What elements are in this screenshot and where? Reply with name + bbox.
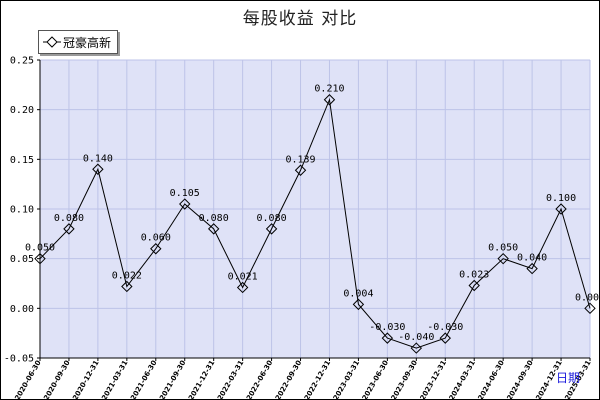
data-label: 0.210 xyxy=(314,84,344,95)
data-point-marker xyxy=(323,94,336,106)
data-point-marker xyxy=(584,302,596,315)
series-line xyxy=(39,97,591,349)
x-tick-label: 2020-06-30 xyxy=(13,359,42,400)
data-label: 0.022 xyxy=(112,270,142,281)
x-tick-label: 2023-03-31 xyxy=(332,359,361,400)
y-tick-label: 0.25 xyxy=(10,56,34,67)
data-label: 0.060 xyxy=(141,233,171,244)
data-point-marker xyxy=(555,203,567,215)
data-label: 0.080 xyxy=(54,213,84,224)
data-point-marker xyxy=(439,332,451,344)
y-tick-label: 0.00 xyxy=(10,304,34,315)
y-tick-label: 0.05 xyxy=(10,254,34,265)
data-label: 0.140 xyxy=(83,153,113,164)
x-tick-label: 2022-03-31 xyxy=(216,359,245,400)
data-label: 0.105 xyxy=(170,188,200,199)
data-point-marker xyxy=(352,298,365,311)
x-tick-label: 2023-06-30 xyxy=(361,359,390,400)
data-point-marker xyxy=(150,243,162,255)
data-label: 0.050 xyxy=(25,243,55,254)
data-label: 0.100 xyxy=(546,193,576,204)
data-label: -0.030 xyxy=(369,322,405,333)
data-label: 0.023 xyxy=(459,269,489,280)
x-tick-label: 2023-09-30 xyxy=(390,359,419,400)
y-tick-label: 0.10 xyxy=(10,205,34,216)
data-label: 0.050 xyxy=(488,243,518,254)
data-point-marker xyxy=(468,279,480,292)
data-point-marker xyxy=(34,252,46,265)
x-tick-label: 2020-12-31 xyxy=(71,359,100,400)
data-label: 0.021 xyxy=(228,271,258,282)
data-point-marker xyxy=(497,252,509,265)
data-label: 0.080 xyxy=(199,213,229,224)
y-tick-label: -0.05 xyxy=(4,354,34,365)
x-tick-label: 2024-09-30 xyxy=(506,359,535,400)
x-tick-label: 2022-12-31 xyxy=(303,359,332,400)
y-tick-label: 0.15 xyxy=(10,155,34,166)
data-point-marker xyxy=(265,223,278,235)
data-label: 0.040 xyxy=(517,253,547,264)
data-label: 0.004 xyxy=(343,288,373,299)
data-point-marker xyxy=(63,223,75,235)
x-tick-label: 2021-06-30 xyxy=(129,359,158,400)
x-tick-label: 2022-09-30 xyxy=(274,359,303,400)
legend-label: 冠豪高新 xyxy=(63,36,112,50)
x-axis-label: 日期 xyxy=(556,371,581,385)
data-label: -0.040 xyxy=(398,332,434,343)
data-label: 0.139 xyxy=(285,154,315,165)
data-point-marker xyxy=(179,198,191,210)
data-point-marker xyxy=(121,280,133,293)
legend: 冠豪高新 xyxy=(38,30,118,54)
chart-title: 每股收益 对比 xyxy=(242,9,358,29)
x-tick-label: 2021-12-31 xyxy=(187,359,216,400)
data-point-marker xyxy=(236,281,249,294)
data-point-marker xyxy=(410,342,423,354)
y-tick-label: 0.20 xyxy=(10,105,34,116)
x-tick-label: 2021-09-30 xyxy=(158,359,187,400)
x-tick-label: 2024-06-30 xyxy=(477,359,506,400)
diamond-marker-icon xyxy=(43,36,61,48)
data-point-marker xyxy=(207,223,220,235)
x-tick-label: 2022-06-30 xyxy=(245,359,274,400)
data-point-marker xyxy=(526,262,538,275)
data-label: 0.080 xyxy=(257,213,287,224)
data-point-marker xyxy=(381,332,394,344)
data-point-marker xyxy=(92,163,104,175)
x-tick-label: 2020-09-30 xyxy=(42,359,71,400)
x-tick-label: 2021-03-31 xyxy=(100,359,129,400)
data-point-marker xyxy=(294,164,307,176)
data-label: 0.000 xyxy=(575,292,600,303)
x-tick-label: 2024-03-31 xyxy=(448,359,477,400)
data-label: -0.030 xyxy=(427,322,463,333)
x-tick-label: 2023-12-31 xyxy=(419,359,448,400)
